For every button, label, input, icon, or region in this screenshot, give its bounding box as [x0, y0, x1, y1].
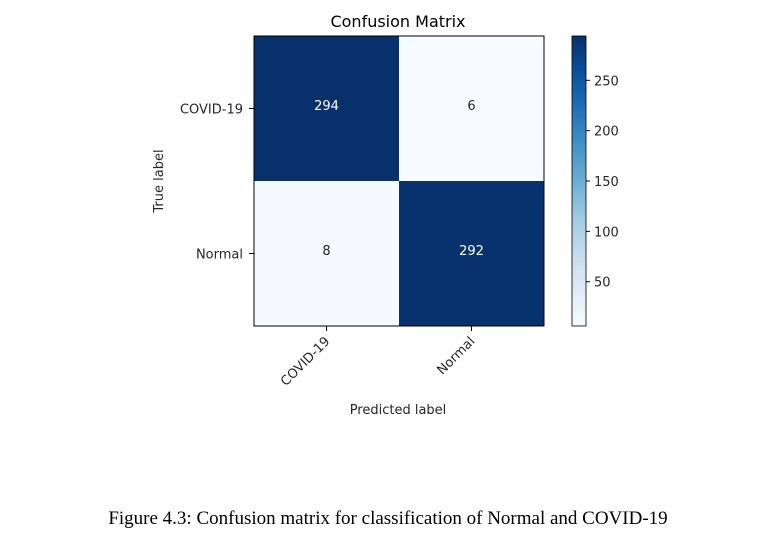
- colorbar-ticks: 50 100 150 200 250: [586, 74, 619, 291]
- x-tick-label: COVID-19: [278, 334, 333, 389]
- cell-value-label: 6: [467, 99, 475, 114]
- plot-frame: [253, 35, 545, 327]
- chart-title: Confusion Matrix: [330, 12, 465, 31]
- heatmap-cell: [399, 36, 544, 181]
- colorbar-tick-label: 250: [594, 74, 619, 89]
- heatmap-cell: [254, 36, 399, 181]
- cell-value-label: 292: [459, 244, 484, 259]
- cell-value-label: 294: [314, 99, 339, 114]
- heatmap-cells: [254, 36, 544, 326]
- y-axis-ticks: COVID-19 Normal: [180, 103, 254, 263]
- colorbar-tick-label: 50: [594, 276, 611, 291]
- x-tick-label: Normal: [434, 334, 478, 378]
- figure-caption: Figure 4.3: Confusion matrix for classif…: [108, 508, 668, 529]
- y-axis-label: True label: [152, 149, 167, 213]
- colorbar-tick-label: 200: [594, 125, 619, 140]
- colorbar: [571, 35, 587, 327]
- x-axis-label: Predicted label: [350, 403, 447, 418]
- colorbar-tick-label: 100: [594, 225, 619, 240]
- cell-value-label: 8: [322, 244, 330, 259]
- heatmap-cell-labels: 294 6 8 292: [314, 99, 484, 259]
- heatmap-cell: [254, 181, 399, 326]
- colorbar-tick-label: 150: [594, 175, 619, 190]
- y-tick-label: COVID-19: [180, 103, 243, 118]
- y-tick-label: Normal: [196, 248, 243, 263]
- x-axis-ticks: COVID-19 Normal: [278, 326, 478, 389]
- heatmap-cell: [399, 181, 544, 326]
